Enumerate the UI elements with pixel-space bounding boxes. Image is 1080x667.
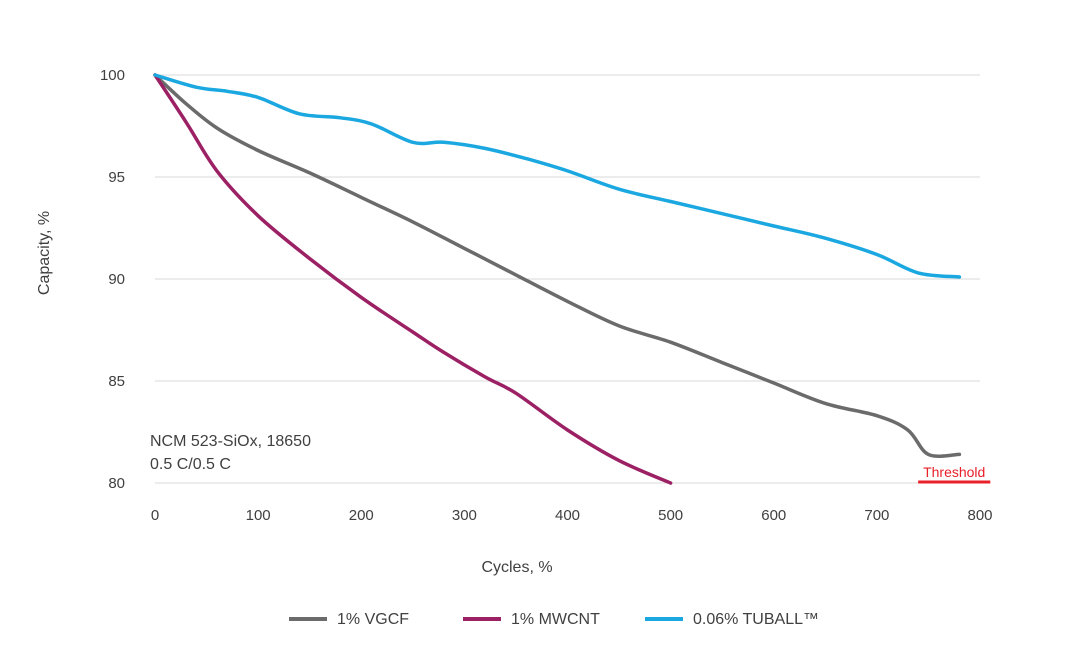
legend: 1% VGCF 1% MWCNT 0.06% TUBALL™ <box>289 611 819 628</box>
y-tick-label-85: 85 <box>108 373 125 390</box>
series-line-1-mwcnt <box>153 73 673 485</box>
x-axis-title: Cycles, % <box>481 559 552 576</box>
x-tick-labels: 0 100 200 300 400 500 600 700 800 <box>151 507 993 524</box>
annotation-line-1: NCM 523-SiOx, 18650 <box>150 433 311 450</box>
grid-lines <box>155 74 980 484</box>
y-tick-label-95: 95 <box>108 169 125 186</box>
x-tick-label-500: 500 <box>658 507 683 524</box>
x-tick-label-700: 700 <box>864 507 889 524</box>
y-axis-title: Capacity, % <box>36 211 53 295</box>
series-line-0-06-tuball <box>153 73 962 279</box>
y-tick-label-90: 90 <box>108 271 125 288</box>
x-tick-label-100: 100 <box>246 507 271 524</box>
y-tick-labels: 80 85 90 95 100 <box>100 67 125 492</box>
threshold-marker: Threshold <box>918 464 991 484</box>
legend-label-1-vgcf: 1% VGCF <box>337 611 409 628</box>
x-tick-label-0: 0 <box>151 507 159 524</box>
legend-label-0-06-tuball: 0.06% TUBALL™ <box>693 611 819 628</box>
x-tick-label-300: 300 <box>452 507 477 524</box>
legend-label-1-mwcnt: 1% MWCNT <box>511 611 600 628</box>
x-tick-label-600: 600 <box>761 507 786 524</box>
x-tick-label-800: 800 <box>967 507 992 524</box>
series-lines <box>153 73 962 485</box>
y-tick-label-80: 80 <box>108 475 125 492</box>
threshold-label: Threshold <box>923 464 985 480</box>
series-line-1-vgcf <box>153 73 962 458</box>
x-tick-label-400: 400 <box>555 507 580 524</box>
x-tick-label-200: 200 <box>349 507 374 524</box>
annotation-line-2: 0.5 C/0.5 C <box>150 456 231 473</box>
y-tick-label-100: 100 <box>100 67 125 84</box>
